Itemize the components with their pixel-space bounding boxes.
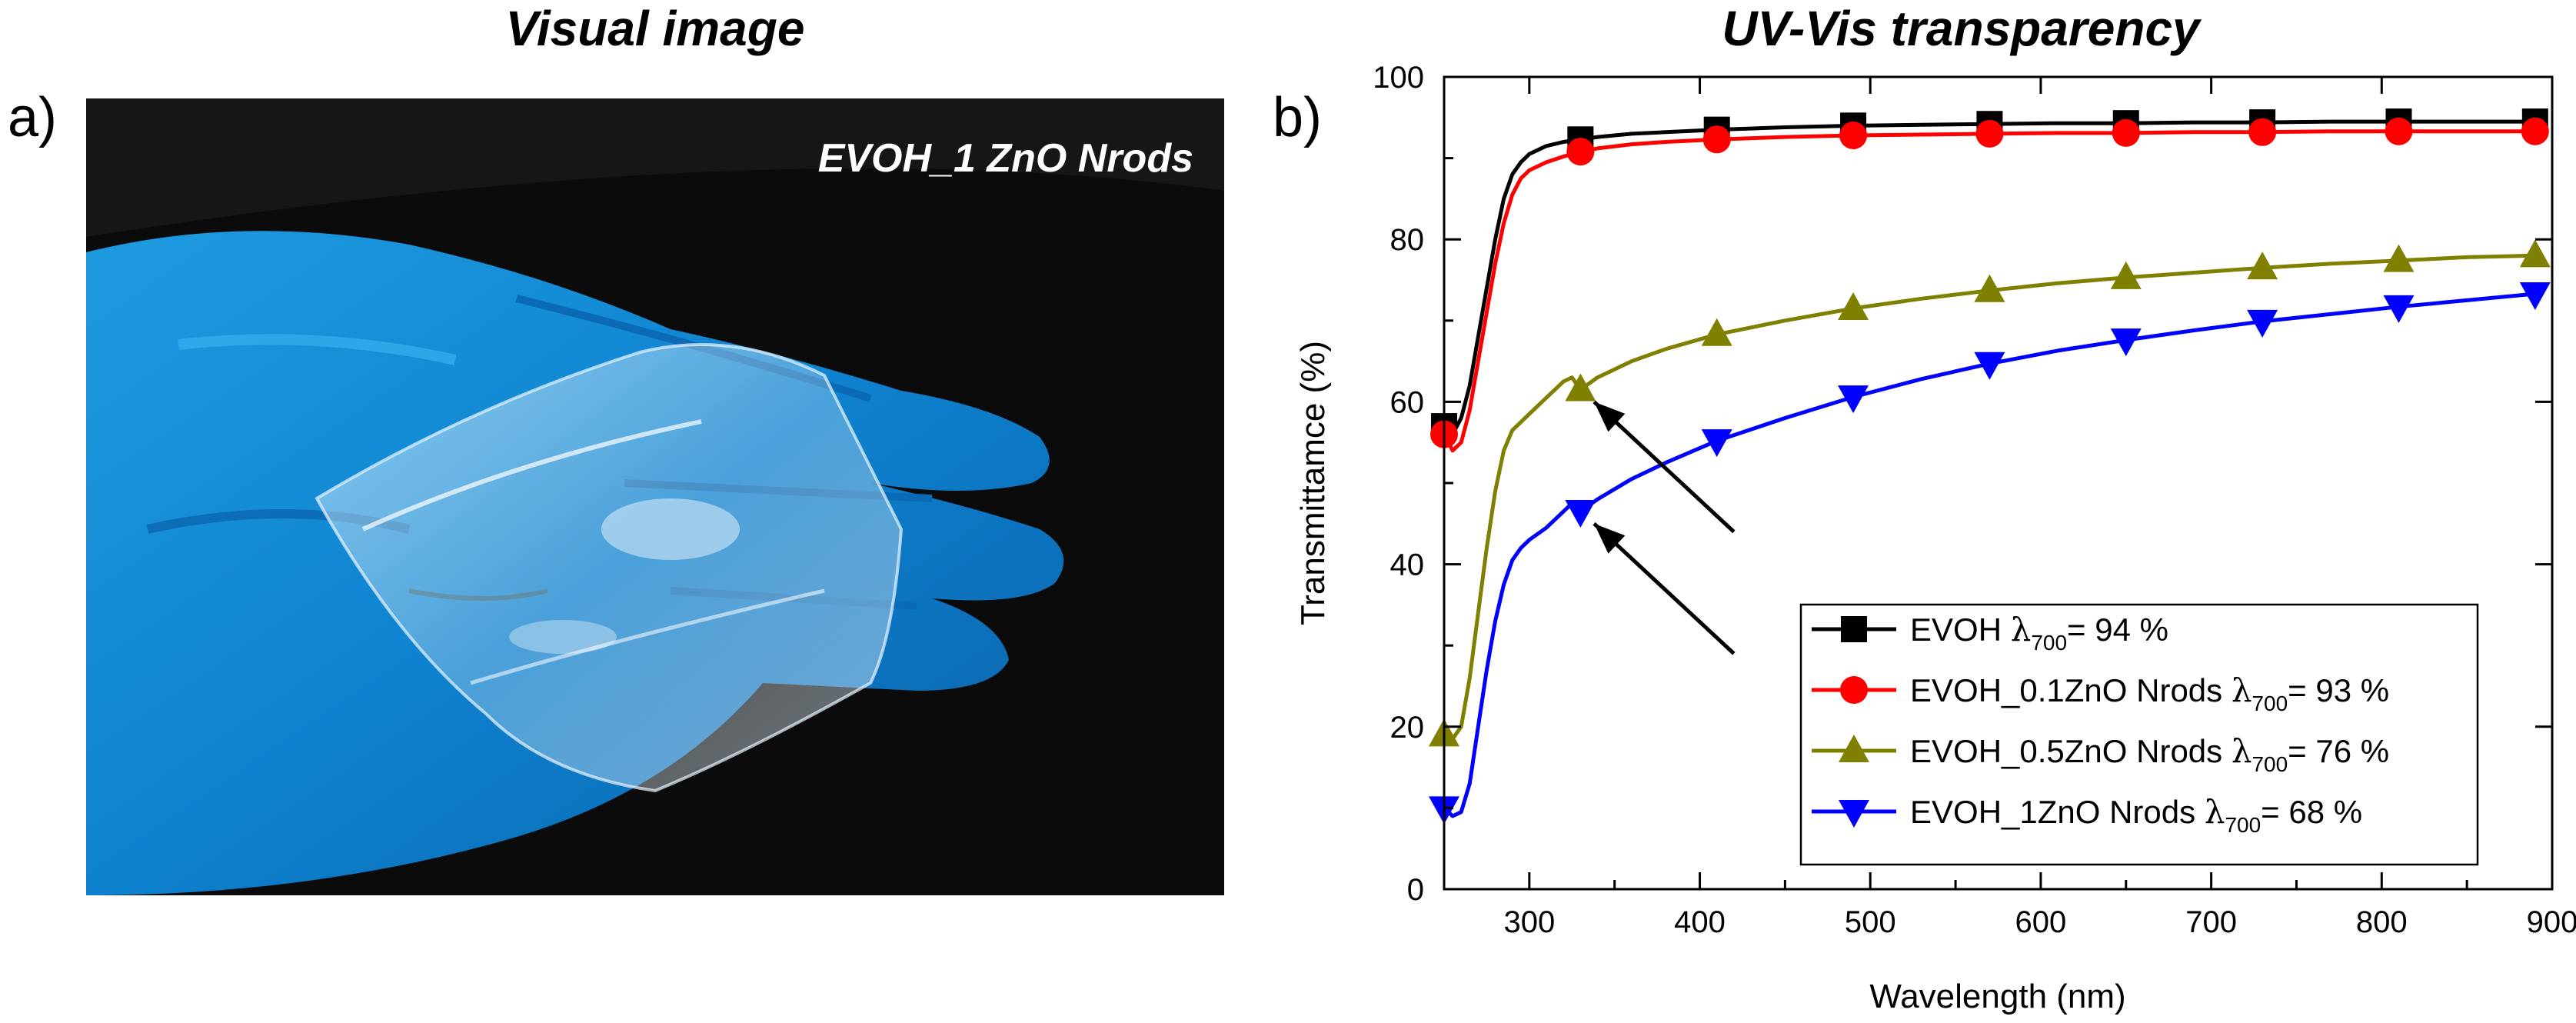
series-line <box>1443 119 2535 437</box>
legend: EVOH λ700= 94 %EVOH_0.1ZnO Nrods λ700= 9… <box>1799 603 2479 866</box>
legend-series-name: EVOH <box>1910 611 2011 648</box>
y-tick-label: 100 <box>1373 61 1424 95</box>
panel-a-label: a) <box>8 87 58 148</box>
series-3 <box>1429 282 2551 825</box>
series-0 <box>1431 108 2548 440</box>
y-tick-label: 0 <box>1407 873 1424 907</box>
data-point <box>2383 244 2415 272</box>
x-axis-label: Wavelength (nm) <box>1869 978 2125 1015</box>
panel-a-title: Visual image <box>505 1 805 56</box>
y-tick-label: 40 <box>1390 548 1425 582</box>
x-tick-label: 300 <box>1503 905 1555 939</box>
y-tick-label: 20 <box>1390 711 1425 745</box>
legend-entry-label: EVOH λ700= 94 % <box>1910 611 2168 655</box>
data-point <box>2385 117 2413 145</box>
legend-lambda-value: = 93 % <box>2288 672 2389 708</box>
data-point <box>2247 309 2278 338</box>
data-point <box>1838 292 1869 320</box>
series-line <box>1443 253 2535 741</box>
legend-lambda-subscript: 700 <box>2225 813 2261 837</box>
data-point <box>2110 328 2142 357</box>
data-point <box>1701 429 1732 458</box>
x-tick-label: 800 <box>2356 905 2408 939</box>
legend-lambda-subscript: 700 <box>2031 631 2067 655</box>
arrow-annotation <box>1593 521 1736 655</box>
data-point <box>2110 261 2142 289</box>
data-point <box>1702 125 1731 154</box>
data-point <box>1566 138 1595 166</box>
y-axis-label: Transmittamce (%) <box>1294 341 1332 625</box>
legend-entry-label: EVOH_0.1ZnO Nrods λ700= 93 % <box>1910 671 2389 715</box>
legend-marker <box>1840 676 1868 704</box>
legend-series-name: EVOH_1ZnO Nrods <box>1910 794 2205 830</box>
arrow-annotation <box>1593 400 1736 534</box>
x-tick-label: 700 <box>2185 905 2237 939</box>
legend-lambda-value: = 68 % <box>2261 794 2362 830</box>
legend-series-name: EVOH_0.5ZnO Nrods <box>1910 733 2232 769</box>
y-tick-label: 80 <box>1390 223 1425 257</box>
x-tick-label: 900 <box>2527 905 2576 939</box>
series-line <box>1442 129 2535 453</box>
legend-entry-label: EVOH_0.5ZnO Nrods λ700= 76 % <box>1910 732 2389 776</box>
legend-lambda: λ <box>2205 793 2225 831</box>
arrow-head <box>1594 523 1626 554</box>
series-1 <box>1430 117 2549 453</box>
legend-entry-label: EVOH_1ZnO Nrods λ700= 68 % <box>1910 793 2362 837</box>
glove-film-photo: EVOH_1 ZnO Nrods <box>86 98 1224 895</box>
data-point <box>1975 119 2004 148</box>
data-point <box>2521 117 2549 145</box>
data-point <box>1565 499 1596 528</box>
transparent-film <box>315 343 904 793</box>
data-point <box>1565 373 1596 402</box>
legend-marker <box>1841 616 1867 642</box>
data-point <box>2248 118 2277 146</box>
legend-lambda: λ <box>2011 611 2032 648</box>
data-point <box>1839 122 1868 150</box>
legend-lambda-value: = 94 % <box>2067 611 2168 648</box>
x-tick-label: 600 <box>2015 905 2067 939</box>
arrow-head <box>1594 402 1626 432</box>
y-tick-label: 60 <box>1390 385 1425 419</box>
legend-lambda: λ <box>2232 732 2252 770</box>
legend-marker <box>1839 800 1869 828</box>
data-point <box>1701 318 1732 346</box>
legend-lambda-subscript: 700 <box>2252 691 2288 715</box>
legend-marker <box>1839 735 1869 762</box>
data-point <box>1838 385 1869 414</box>
legend-lambda-subscript: 700 <box>2252 752 2288 776</box>
data-point <box>1974 352 2005 380</box>
data-point <box>2519 282 2551 310</box>
x-tick-label: 500 <box>1845 905 1896 939</box>
data-point <box>2247 252 2278 280</box>
x-tick-label: 400 <box>1674 905 1726 939</box>
photo-shadow <box>86 98 1224 237</box>
legend-lambda: λ <box>2232 671 2252 709</box>
series-2 <box>1429 239 2551 747</box>
panel-b-title: UV-Vis transparency <box>1722 1 2200 56</box>
photo-caption: EVOH_1 ZnO Nrods <box>817 136 1193 181</box>
panel-b-label: b) <box>1273 87 1323 148</box>
series-line <box>1443 292 2536 818</box>
data-point <box>2112 118 2140 147</box>
data-point <box>2383 295 2415 323</box>
legend-box <box>1799 603 2479 866</box>
photo-illustration <box>86 98 1224 895</box>
data-point <box>1974 274 2005 302</box>
legend-lambda-value: = 76 % <box>2288 733 2389 769</box>
legend-series-name: EVOH_0.1ZnO Nrods <box>1910 672 2232 708</box>
data-point <box>2519 239 2551 268</box>
